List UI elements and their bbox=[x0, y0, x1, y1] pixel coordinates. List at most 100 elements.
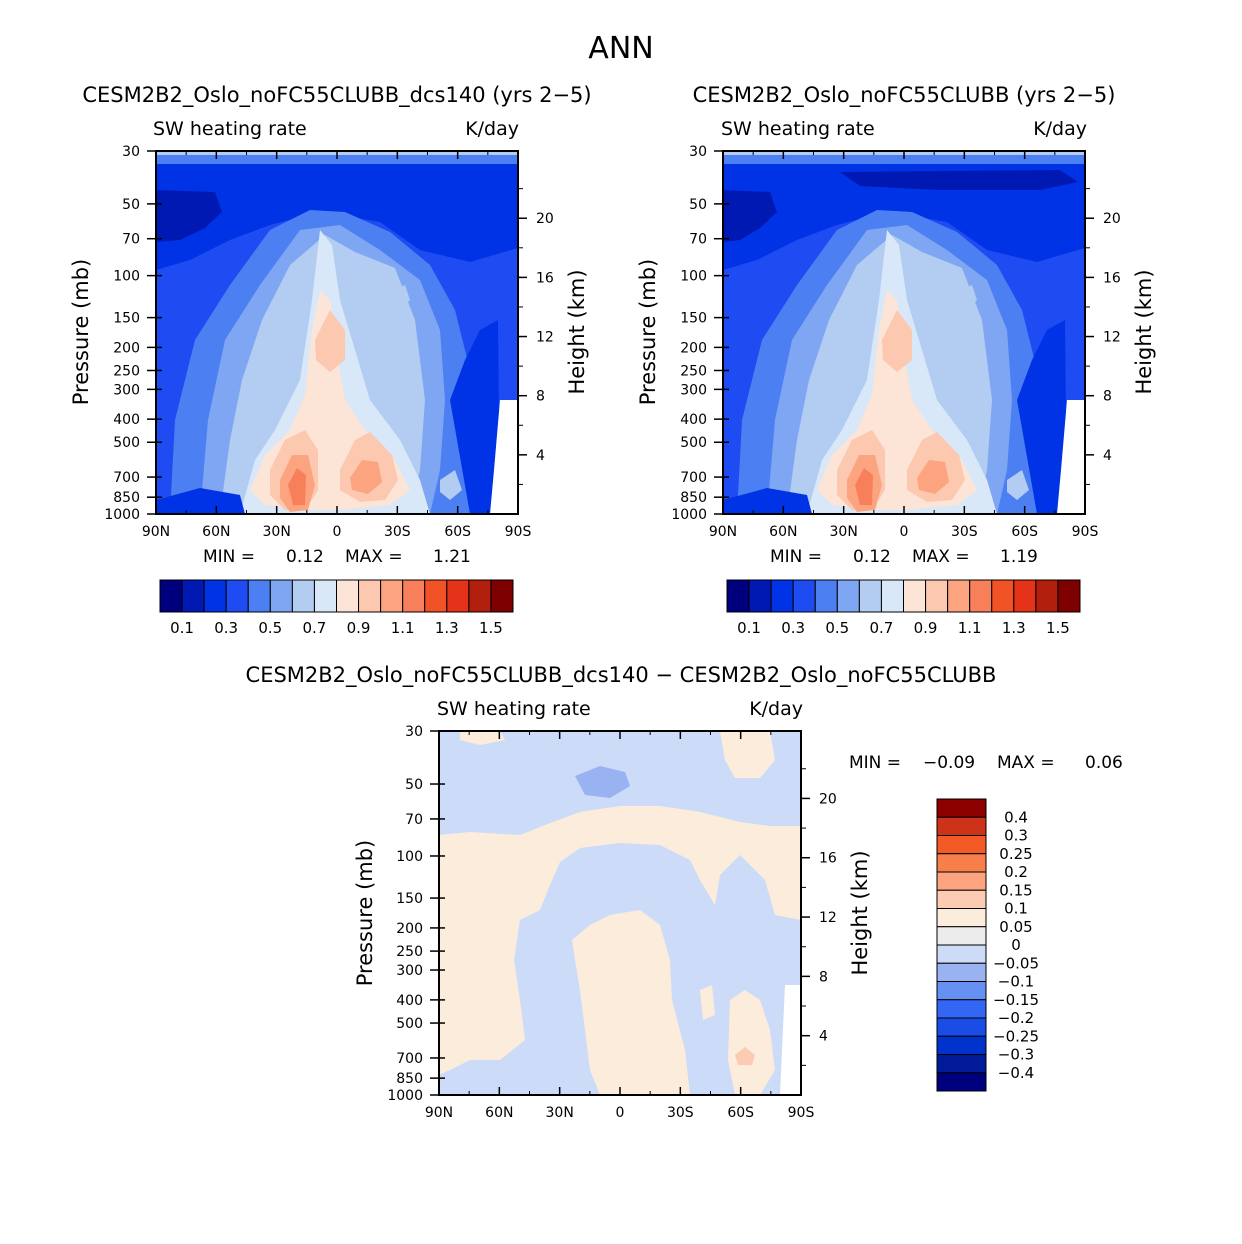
panel-diff-colorbar-swatch bbox=[936, 853, 987, 873]
panel-diff-htick-label: 4 bbox=[819, 1029, 828, 1045]
panel-b-ytick-label: 200 bbox=[680, 340, 707, 356]
panel-b-colorbar-swatch bbox=[947, 579, 971, 613]
panel-b-ytick-label: 300 bbox=[680, 382, 707, 398]
panel-a-colorbar-swatch bbox=[181, 579, 205, 613]
panel-b-colorbar-swatch bbox=[748, 579, 772, 613]
panel-diff-xtick-label: 60N bbox=[485, 1105, 513, 1121]
page-title: ANN bbox=[588, 31, 653, 66]
panel-b-xtick-label: 30S bbox=[951, 524, 978, 540]
panel-diff-colorbar-label: −0.2 bbox=[998, 1009, 1034, 1027]
panel-diff-ytick-label: 300 bbox=[396, 963, 423, 979]
panel-a-ytick-label: 250 bbox=[113, 363, 140, 379]
panel-diff-colorbar-swatch bbox=[936, 1054, 987, 1074]
panel-diff-htick-label: 20 bbox=[819, 791, 837, 807]
panel-b-colorbar-label: 0.3 bbox=[781, 619, 805, 637]
panel-a-colorbar-label: 1.3 bbox=[435, 619, 459, 637]
panel-diff-colorbar-swatch bbox=[936, 1072, 987, 1092]
panel-diff-colorbar-swatch bbox=[936, 1017, 987, 1037]
panel-a-colorbar-swatch bbox=[225, 579, 249, 613]
panel-a-colorbar-swatch bbox=[490, 579, 514, 613]
panel-b-colorbar-label: 0.1 bbox=[737, 619, 761, 637]
panel-a-colorbar: 0.1 0.3 0.5 0.7 0.9 1.1 1.3 1.5 bbox=[159, 579, 514, 637]
panel-a-xtick-label: 90N bbox=[142, 524, 170, 540]
panel-diff: CESM2B2_Oslo_noFC55CLUBB_dcs140 − CESM2B… bbox=[246, 663, 1123, 1121]
panel-a-colorbar-label: 0.9 bbox=[347, 619, 371, 637]
panel-diff-htick-label: 16 bbox=[819, 851, 837, 867]
panel-b-colorbar-swatch bbox=[836, 579, 860, 613]
panel-diff-htick-label: 8 bbox=[819, 969, 828, 985]
panel-diff-min-value: −0.09 bbox=[923, 753, 975, 773]
panel-a-units: K/day bbox=[465, 118, 519, 140]
panel-diff-colorbar-swatch bbox=[936, 944, 987, 964]
panel-b-colorbar-swatch bbox=[1057, 579, 1081, 613]
panel-b-colorbar-swatch bbox=[726, 579, 750, 613]
panel-b-colorbar-label: 1.3 bbox=[1002, 619, 1026, 637]
panel-a-min-label: MIN = bbox=[203, 547, 255, 567]
panel-diff-title: CESM2B2_Oslo_noFC55CLUBB_dcs140 − CESM2B… bbox=[246, 663, 997, 688]
panel-b-xtick-label: 60S bbox=[1011, 524, 1038, 540]
panel-diff-colorbar-swatch bbox=[936, 798, 987, 818]
panel-diff-xtick-label: 90S bbox=[788, 1105, 815, 1121]
panel-a-colorbar-label: 0.5 bbox=[258, 619, 282, 637]
panel-a-title: CESM2B2_Oslo_noFC55CLUBB_dcs140 (yrs 2−5… bbox=[82, 83, 591, 108]
panel-diff-colorbar-swatch bbox=[936, 981, 987, 1001]
panel-a-ytick-label: 50 bbox=[122, 197, 140, 213]
panel-a-ytick-label: 100 bbox=[113, 269, 140, 285]
panel-a-ytick-label: 150 bbox=[113, 311, 140, 327]
panel-b-colorbar-label: 0.5 bbox=[825, 619, 849, 637]
panel-b-colorbar-swatch bbox=[880, 579, 904, 613]
panel-a-colorbar-swatch bbox=[358, 579, 382, 613]
panel-b-colorbar-label: 1.1 bbox=[958, 619, 982, 637]
panel-a-colorbar-swatch bbox=[336, 579, 360, 613]
panel-diff-xtick-label: 30S bbox=[667, 1105, 694, 1121]
panel-diff-units: K/day bbox=[749, 698, 803, 720]
panel-b-colorbar-swatch bbox=[903, 579, 927, 613]
panel-a-colorbar-label: 0.3 bbox=[214, 619, 238, 637]
panel-b-colorbar-swatch bbox=[991, 579, 1015, 613]
panel-a-ylabel-right: Height (km) bbox=[565, 269, 589, 394]
panel-a-xtick-label: 30N bbox=[263, 524, 291, 540]
panel-a-ytick-label: 30 bbox=[122, 144, 140, 160]
panel-b-xtick-label: 90S bbox=[1072, 524, 1099, 540]
panel-diff-colorbar-swatch bbox=[936, 816, 987, 836]
panel-b-axes: 90N 60N 30N 0 30S 60S 90S 30 50 70 100 150 200 250 300… bbox=[671, 144, 1121, 540]
panel-diff-colorbar-label: 0.15 bbox=[999, 881, 1032, 899]
panel-diff-ytick-label: 200 bbox=[396, 921, 423, 937]
panel-diff-max-label: MAX = bbox=[997, 753, 1055, 773]
panel-a-xtick-label: 0 bbox=[333, 524, 342, 540]
panel-b-xtick-label: 30N bbox=[830, 524, 858, 540]
panel-diff-colorbar-label: −0.25 bbox=[993, 1027, 1039, 1045]
panel-a-left-subtitle: SW heating rate bbox=[153, 118, 307, 140]
panel-b-xtick-label: 0 bbox=[900, 524, 909, 540]
panel-a-htick-label: 16 bbox=[536, 270, 554, 286]
panel-diff-xtick-label: 90N bbox=[425, 1105, 453, 1121]
panel-a-htick-label: 4 bbox=[536, 448, 545, 464]
panel-diff-ytick-label: 100 bbox=[396, 849, 423, 865]
panel-diff-ytick-label: 30 bbox=[405, 724, 423, 740]
panel-a-xtick-label: 60N bbox=[202, 524, 230, 540]
panel-diff-colorbar-label: 0.2 bbox=[1004, 863, 1028, 881]
panel-diff-min-label: MIN = bbox=[849, 753, 901, 773]
panel-diff-colorbar-label: 0.4 bbox=[1004, 808, 1028, 826]
panel-a-ytick-label: 1000 bbox=[104, 507, 140, 523]
panel-diff-xtick-label: 60S bbox=[727, 1105, 754, 1121]
panel-diff-colorbar-swatch bbox=[936, 926, 987, 946]
panel-diff-colorbar-label: −0.15 bbox=[993, 991, 1039, 1009]
panel-b-colorbar-label: 1.5 bbox=[1046, 619, 1070, 637]
panel-diff-colorbar-label: 0.25 bbox=[999, 845, 1032, 863]
panel-diff-axes: 90N 60N 30N 0 30S 60S 90S 30 50 70 100 150 200 250 300… bbox=[387, 724, 837, 1121]
panel-b-htick-label: 16 bbox=[1103, 270, 1121, 286]
panel-a-min-value: 0.12 bbox=[286, 547, 324, 567]
panel-a-ytick-label: 850 bbox=[113, 490, 140, 506]
panel-b-colorbar-swatch bbox=[1035, 579, 1059, 613]
panel-a-colorbar-swatch bbox=[424, 579, 448, 613]
panel-a-colorbar-swatch bbox=[203, 579, 227, 613]
panel-a-colorbar-label: 0.1 bbox=[170, 619, 194, 637]
panel-b-ytick-label: 100 bbox=[680, 269, 707, 285]
panel-b-colorbar-swatch bbox=[1013, 579, 1037, 613]
panel-diff-colorbar-label: 0.1 bbox=[1004, 900, 1028, 918]
panel-diff-contour-field bbox=[439, 731, 801, 1095]
panel-a-contour-field bbox=[156, 151, 518, 514]
panel-a-ytick-label: 70 bbox=[122, 232, 140, 248]
panel-b-xtick-label: 60N bbox=[769, 524, 797, 540]
